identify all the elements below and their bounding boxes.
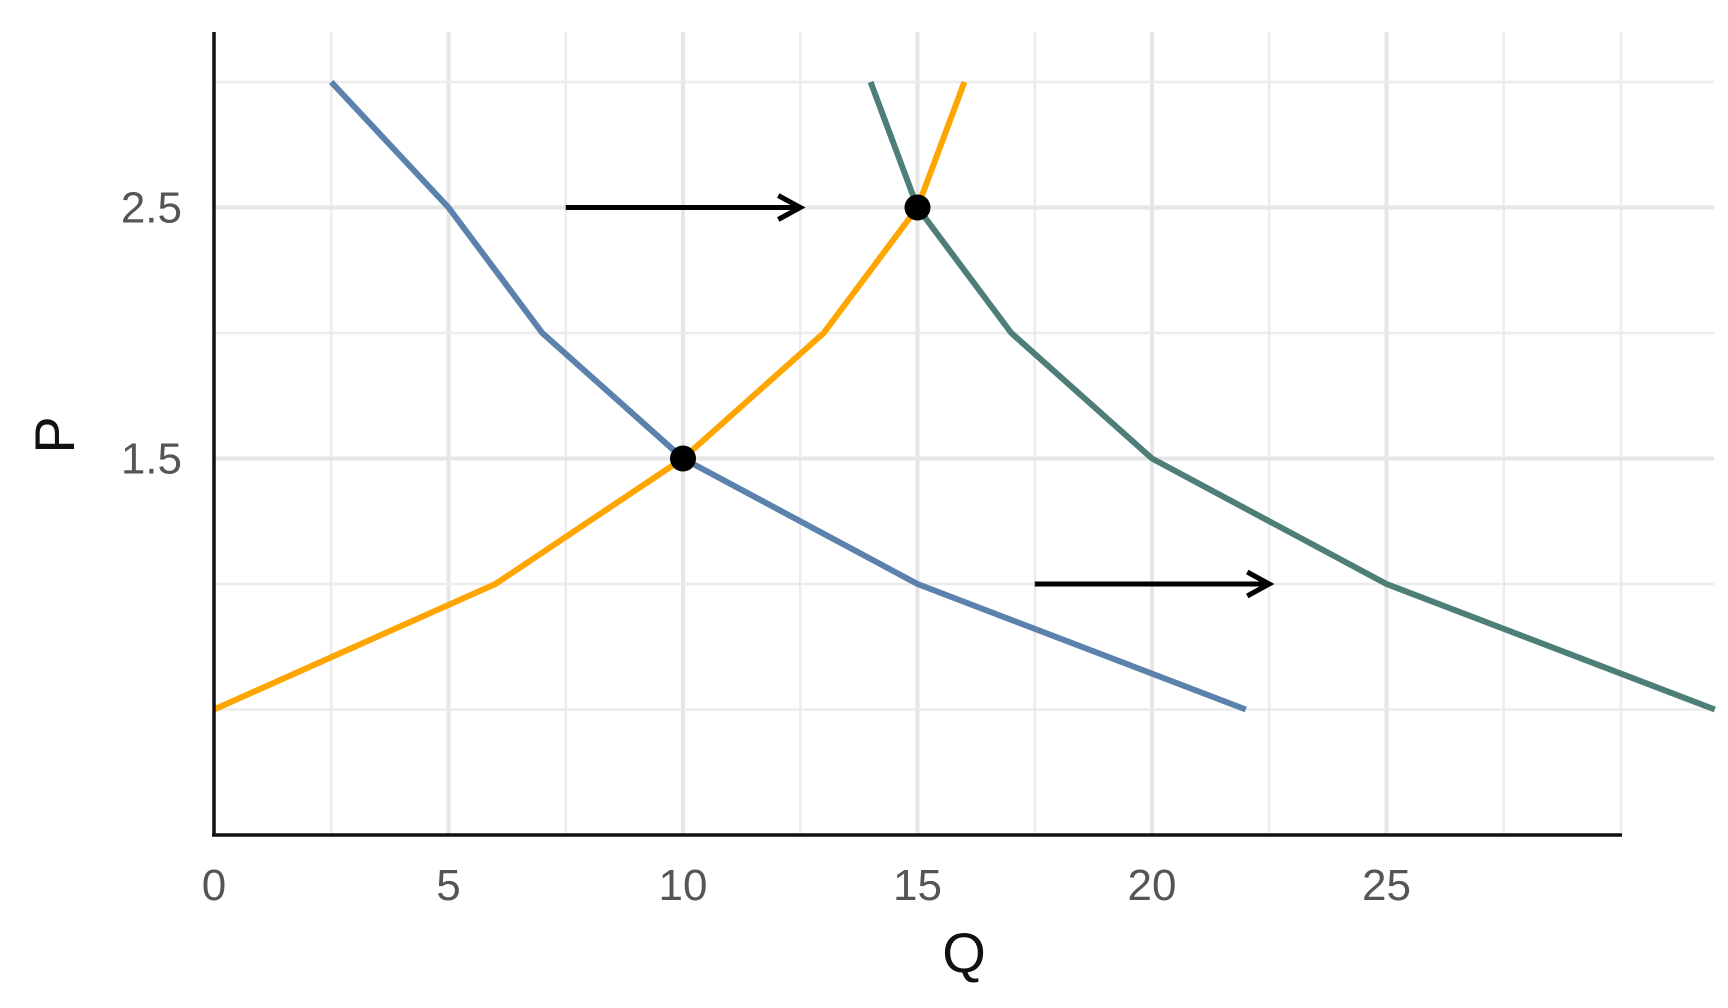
x-tick-label: 15 (893, 861, 942, 910)
x-tick-label: 0 (202, 861, 226, 910)
supply-curve (212, 80, 968, 713)
x-tick-label: 20 (1128, 861, 1177, 910)
y-tick-label: 1.5 (121, 435, 182, 484)
arrow-head (1246, 569, 1275, 599)
demand-curve-shifted (867, 80, 1716, 713)
y-tick-label: 2.5 (121, 184, 182, 233)
y-axis-title: P (23, 416, 86, 453)
shift-arrow (565, 193, 806, 222)
demand-curve-initial (329, 79, 1247, 713)
x-tick-label: 5 (436, 861, 460, 910)
equilibrium-point (670, 445, 696, 472)
curves (212, 79, 1716, 713)
arrow-head (777, 193, 806, 222)
tick-labels: 0 5 10 15 20 25 1.5 2.5 (121, 184, 1411, 911)
equilibrium-points (670, 194, 931, 472)
gridlines (214, 32, 1714, 835)
x-tick-label: 10 (659, 861, 708, 910)
x-axis-title: Q (942, 921, 986, 984)
x-tick-label: 25 (1362, 861, 1411, 910)
shift-arrow (1034, 569, 1275, 599)
shift-arrows (565, 193, 1275, 599)
equilibrium-point (904, 194, 931, 221)
axes (212, 32, 1622, 837)
